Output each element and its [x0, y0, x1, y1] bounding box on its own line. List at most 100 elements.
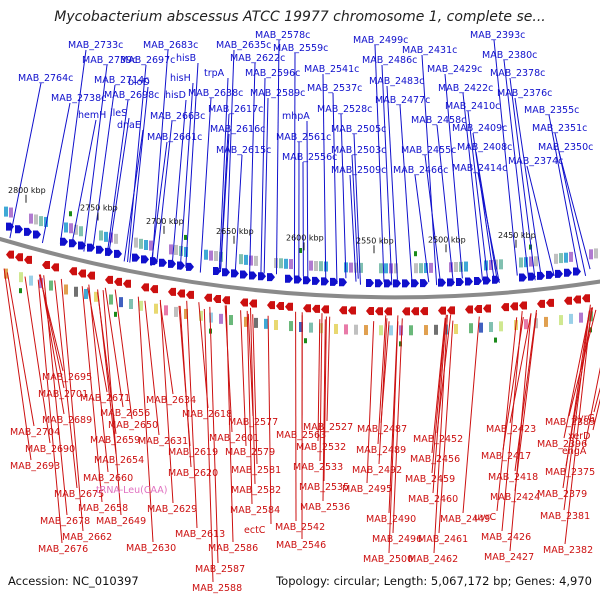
gene-label-bottom: MAB_2533 [293, 462, 343, 473]
connector-line-top [414, 174, 430, 283]
feature-block [169, 244, 173, 255]
gene-arrow [267, 273, 275, 282]
connector-line-top [249, 62, 256, 275]
feature-block [344, 324, 348, 335]
gene-arrow [537, 299, 545, 308]
feature-block [279, 258, 283, 269]
gene-label-top: MAB_2663c [150, 111, 205, 122]
feature-block [154, 303, 158, 314]
connector-line-top [263, 97, 269, 274]
feature-block [134, 237, 138, 248]
feature-block [444, 324, 448, 335]
connector-line-top [275, 39, 280, 275]
connector-line-bottom [252, 314, 258, 465]
gene-arrow [564, 268, 572, 277]
connector-line-bottom [179, 305, 192, 468]
feature-block [559, 253, 563, 264]
feature-block [264, 318, 268, 329]
connector-line-top [171, 99, 187, 263]
gene-label-bottom: MAB_2546 [276, 540, 326, 551]
feature-block [524, 257, 528, 268]
feature-block [204, 249, 208, 260]
connector-line-top [260, 77, 266, 280]
gene-arrow [60, 237, 68, 246]
gene-label-top: MAB_2556c [282, 152, 337, 163]
gene-arrow [105, 275, 113, 284]
gene-arrow [474, 305, 482, 314]
gene-label-top: MAB_2617c [208, 104, 263, 115]
gene-arrow [330, 277, 338, 286]
connector-line-bottom [431, 317, 446, 454]
gene-arrow [132, 253, 140, 262]
connector-line-bottom [392, 318, 403, 534]
connector-line-bottom [496, 317, 518, 512]
marker-block [494, 337, 497, 343]
gene-arrow [375, 279, 383, 288]
gene-arrow [159, 258, 167, 267]
kbp-tick-label: 2750 kbp [80, 203, 118, 212]
gene-arrow [573, 267, 581, 276]
connector-line-top [127, 64, 147, 263]
marker-block [19, 288, 22, 294]
feature-block [94, 291, 98, 302]
feature-block [524, 319, 528, 330]
gene-label-bottom: MAB_2690 [25, 444, 75, 455]
feature-block [414, 263, 418, 274]
gene-label-top: MAB_2661c [147, 132, 202, 143]
gene-arrow-track [6, 222, 590, 316]
connector-line-top [558, 151, 591, 270]
feature-block [299, 322, 303, 332]
gene-arrow [69, 267, 77, 276]
gene-arrow [42, 260, 50, 269]
gene-label-top: MAB_2350c [538, 142, 593, 153]
gene-arrow [6, 222, 14, 231]
feature-block [164, 305, 168, 316]
connector-line-bottom [60, 278, 84, 532]
connector-line-bottom [81, 286, 103, 503]
feature-block [534, 256, 538, 267]
gene-arrow [114, 277, 122, 286]
feature-block [289, 259, 293, 270]
feature-block [309, 322, 313, 333]
gene-label-bottom: MAB_2452 [413, 434, 463, 445]
connector-line-bottom [323, 316, 327, 482]
connector-line-top [548, 114, 580, 274]
feature-block [139, 300, 143, 311]
feature-block [354, 324, 358, 335]
gene-arrow [222, 296, 230, 305]
feature-block [249, 255, 253, 266]
connector-line-bottom [246, 310, 253, 505]
gene-arrow [303, 276, 311, 285]
gene-label-bottom: MAB_2587 [195, 564, 245, 575]
gene-arrow [168, 287, 176, 296]
gene-arrow [96, 245, 104, 254]
gene-label-bottom: MAB_2678 [40, 516, 90, 527]
gene-arrow [276, 302, 284, 311]
gene-label-top: MAB_2697c [120, 55, 175, 66]
gene-label-top: MAB_2499c [353, 35, 408, 46]
accession-text: Accession: NC_010397 [8, 574, 139, 588]
gene-arrow [321, 305, 329, 314]
gene-label-top: MAB_2616c [210, 124, 265, 135]
gene-label-top: hisB [176, 53, 196, 64]
gene-label-bottom: MAB_2417 [481, 451, 531, 462]
gene-label-top: MAB_2622c [230, 53, 285, 64]
connector-line-bottom [225, 305, 234, 543]
feature-block [254, 255, 258, 266]
gene-label-bottom: MAB_2379 [537, 489, 587, 500]
feature-block [564, 252, 568, 263]
connector-line-top [381, 64, 393, 286]
gene-arrow [213, 267, 221, 276]
gene-arrow [465, 277, 473, 286]
connector-line-top [493, 39, 518, 276]
connector-line-top [386, 85, 398, 280]
gene-label-top: MAB_2431c [402, 45, 457, 56]
gene-label-top: MAB_2578c [255, 30, 310, 41]
connector-line-bottom [514, 309, 537, 472]
gene-label-top: MAB_2615c [216, 145, 271, 156]
gene-label-top: MAB_2410c [445, 101, 500, 112]
connector-line-bottom [462, 316, 480, 514]
gene-label-top: MAB_2503c [331, 145, 386, 156]
label-connector-lines [3, 39, 600, 583]
connector-line-bottom [186, 300, 198, 529]
